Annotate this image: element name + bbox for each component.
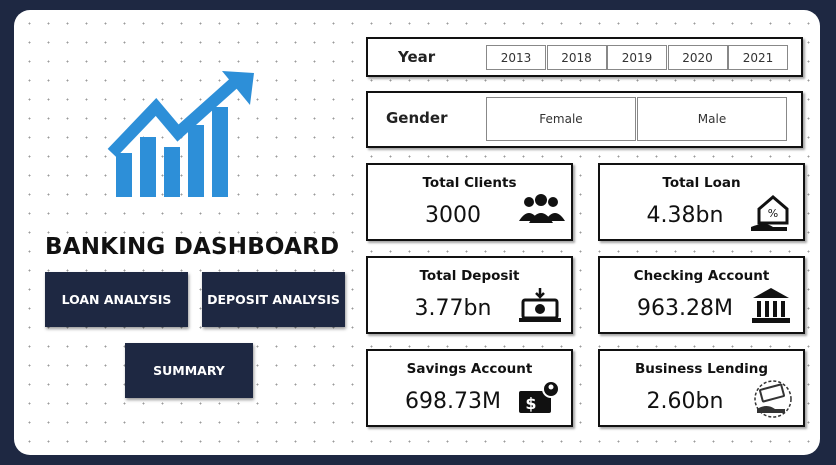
dashboard-title: BANKING DASHBOARD (45, 234, 340, 260)
kpi-label: Total Loan (662, 175, 741, 191)
kpi-label: Total Clients (422, 175, 517, 191)
slicer-option[interactable]: 2018 (546, 45, 607, 70)
kpi-value: 963.28M (637, 296, 733, 321)
slicer-option[interactable]: 2019 (607, 45, 667, 70)
gender-slicer: Gender Female Male (366, 91, 803, 148)
kpi-label: Total Deposit (419, 268, 520, 284)
kpi-icon: % (751, 195, 789, 231)
nav-button[interactable]: SUMMARY (125, 343, 253, 398)
kpi-card: Savings Account 698.73M $ (366, 349, 573, 427)
kpi-card: Total Deposit 3.77bn (366, 256, 573, 334)
nav-button[interactable]: DEPOSIT ANALYSIS (202, 272, 345, 327)
kpi-icon (752, 288, 790, 323)
kpi-value: 3.77bn (414, 296, 492, 321)
svg-text:$: $ (525, 394, 536, 413)
slicer-label: Gender (386, 109, 448, 127)
logo (107, 71, 254, 197)
kpi-card: Checking Account 963.28M (598, 256, 805, 334)
kpi-label: Checking Account (633, 268, 770, 284)
slicer-label: Year (398, 48, 436, 66)
slicer-option[interactable]: Female (486, 97, 636, 141)
kpi-label: Savings Account (406, 361, 533, 377)
kpi-card: Business Lending 2.60bn (598, 349, 805, 427)
kpi-icon (519, 288, 561, 322)
nav-button[interactable]: LOAN ANALYSIS (45, 272, 188, 327)
kpi-value: 698.73M (405, 389, 501, 414)
kpi-card: Total Loan 4.38bn% (598, 163, 805, 241)
slicer-option[interactable]: 2021 (728, 45, 788, 70)
kpi-value: 4.38bn (646, 203, 724, 228)
kpi-value: 2.60bn (646, 389, 724, 414)
dashboard-panel: BANKING DASHBOARD LOAN ANALYSIS DEPOSIT … (14, 10, 820, 455)
kpi-label: Business Lending (634, 361, 769, 377)
kpi-icon: $ (519, 380, 560, 413)
slicer-option[interactable]: 2013 (486, 45, 546, 70)
svg-text:%: % (768, 207, 778, 220)
kpi-card: Total Clients 3000 (366, 163, 573, 241)
kpi-icon (519, 194, 565, 223)
kpi-icon (754, 380, 792, 418)
slicer-option[interactable]: Male (637, 97, 787, 141)
kpi-value: 3000 (425, 203, 481, 228)
slicer-option[interactable]: 2020 (667, 45, 728, 70)
year-slicer: Year 2013 2018 2019 2020 2021 (366, 37, 803, 77)
